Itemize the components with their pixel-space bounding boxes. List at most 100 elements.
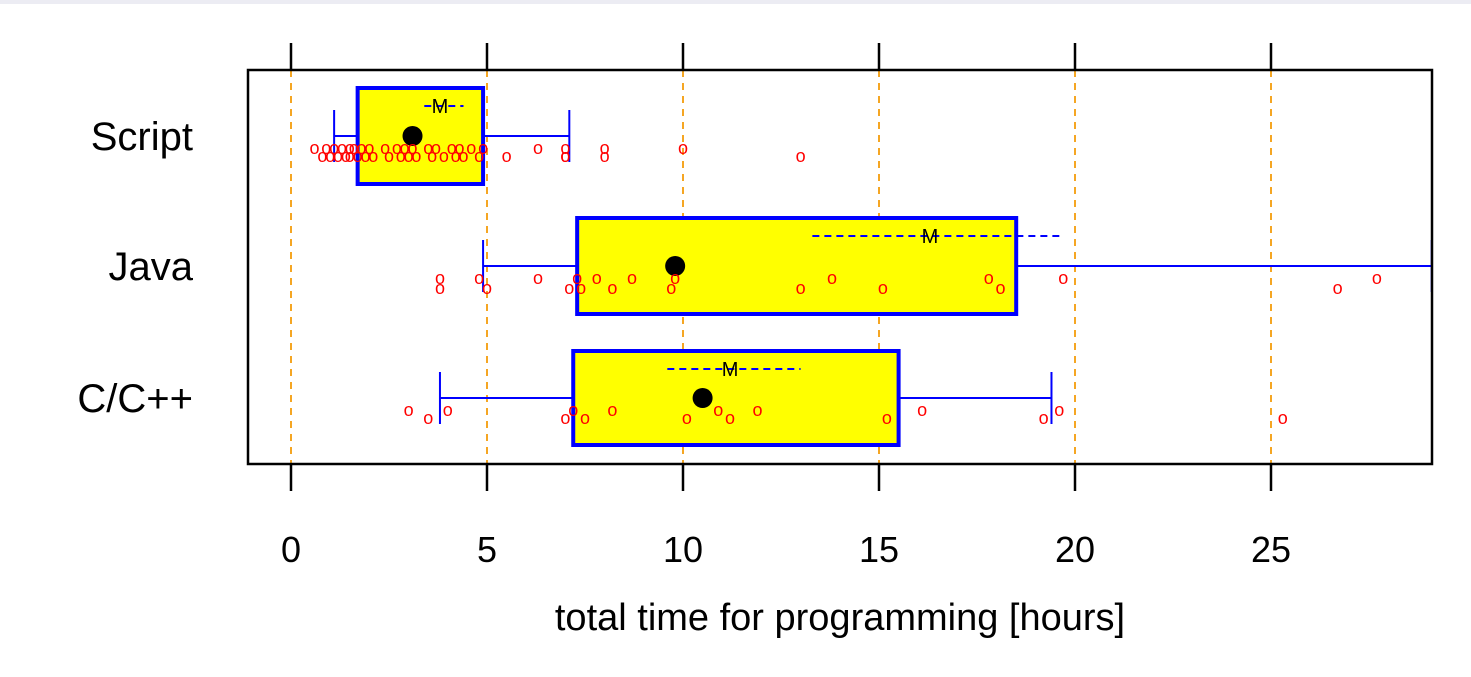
c-c-point: o bbox=[580, 408, 590, 428]
x-tick-label-20: 20 bbox=[1055, 529, 1095, 570]
c-c-point: o bbox=[1278, 408, 1288, 428]
java-point: o bbox=[670, 268, 680, 288]
java-point: o bbox=[592, 268, 602, 288]
script-point: o bbox=[384, 146, 394, 166]
script-point: o bbox=[325, 146, 335, 166]
script-point: o bbox=[341, 146, 351, 166]
c-c-point: o bbox=[560, 408, 570, 428]
java-point: o bbox=[572, 268, 582, 288]
script-point: o bbox=[396, 146, 406, 166]
c-c-point: o bbox=[882, 408, 892, 428]
java-point: o bbox=[1058, 268, 1068, 288]
c-c-point: o bbox=[917, 400, 927, 420]
java-point: o bbox=[827, 268, 837, 288]
script-point: o bbox=[411, 146, 421, 166]
category-label-script: Script bbox=[91, 115, 193, 159]
script-point: o bbox=[600, 138, 610, 158]
java-point: o bbox=[533, 268, 543, 288]
java-median-dot bbox=[665, 256, 686, 276]
x-axis-ticks: 0 5 10 15 20 25 bbox=[281, 43, 1291, 570]
c-c-box bbox=[571, 349, 901, 447]
plot-frame bbox=[246, 68, 1434, 466]
java-point: o bbox=[474, 268, 484, 288]
script-mean-marker: M bbox=[432, 96, 449, 118]
script-point: o bbox=[357, 138, 367, 158]
script-point: o bbox=[560, 138, 570, 158]
script-point: o bbox=[333, 146, 343, 166]
script-point: o bbox=[560, 146, 570, 166]
top-border-strip bbox=[0, 0, 1471, 4]
script-point: o bbox=[404, 146, 414, 166]
script-point: o bbox=[458, 146, 468, 166]
script-point: o bbox=[345, 146, 355, 166]
java-point: o bbox=[878, 278, 888, 298]
java-point: o bbox=[576, 278, 586, 298]
script-point: o bbox=[447, 138, 457, 158]
script-point: o bbox=[466, 138, 476, 158]
script-point: o bbox=[321, 138, 331, 158]
script-point: o bbox=[455, 138, 465, 158]
c-c-point: o bbox=[1054, 400, 1064, 420]
java-point: o bbox=[482, 278, 492, 298]
java-point: o bbox=[627, 268, 637, 288]
c-c-point: o bbox=[443, 400, 453, 420]
script-point: o bbox=[423, 138, 433, 158]
java-box bbox=[575, 216, 1019, 316]
c-c-point: o bbox=[607, 400, 617, 420]
script-point: o bbox=[431, 138, 441, 158]
script-point: o bbox=[392, 138, 402, 158]
script-point: o bbox=[360, 146, 370, 166]
x-tick-label-25: 25 bbox=[1251, 529, 1291, 570]
script-point: o bbox=[364, 138, 374, 158]
script-point: o bbox=[329, 138, 339, 158]
script-point: o bbox=[353, 146, 363, 166]
c-c-point: o bbox=[568, 400, 578, 420]
script-point: o bbox=[478, 138, 488, 158]
c-c-point: o bbox=[423, 408, 433, 428]
script-median-dot bbox=[402, 126, 423, 146]
script-point: o bbox=[796, 146, 806, 166]
java-point: o bbox=[435, 268, 445, 288]
x-tick-label-15: 15 bbox=[859, 529, 899, 570]
java-point: o bbox=[1333, 278, 1343, 298]
script-point: o bbox=[310, 138, 320, 158]
script-point: o bbox=[368, 146, 378, 166]
script-point: o bbox=[474, 146, 484, 166]
java-point: o bbox=[796, 278, 806, 298]
script-point: o bbox=[533, 138, 543, 158]
x-axis-title: total time for programming [hours] bbox=[555, 597, 1125, 639]
script-point: o bbox=[451, 146, 461, 166]
java-point: o bbox=[607, 278, 617, 298]
category-label-c-c: C/C++ bbox=[77, 377, 193, 421]
java-point: o bbox=[564, 278, 574, 298]
script-point: o bbox=[439, 146, 449, 166]
script-point: o bbox=[408, 138, 418, 158]
c-c-point: o bbox=[752, 400, 762, 420]
x-tick-label-10: 10 bbox=[663, 529, 703, 570]
c-c-mean-marker: M bbox=[722, 359, 739, 381]
script-point: o bbox=[337, 138, 347, 158]
java-point: o bbox=[435, 278, 445, 298]
script-point: o bbox=[400, 138, 410, 158]
box-layer: M M M bbox=[333, 86, 1433, 447]
x-tick-label-0: 0 bbox=[281, 529, 301, 570]
java-mean-marker: M bbox=[922, 226, 939, 248]
script-point: o bbox=[600, 146, 610, 166]
script-point: o bbox=[560, 146, 570, 166]
java-point: o bbox=[984, 268, 994, 288]
c-c-point: o bbox=[1039, 408, 1049, 428]
category-labels: Script Java C/C++ bbox=[77, 115, 193, 421]
c-c-point: o bbox=[713, 400, 723, 420]
java-point: o bbox=[1372, 268, 1382, 288]
c-c-point: o bbox=[404, 400, 414, 420]
java-point: o bbox=[996, 278, 1006, 298]
script-point: o bbox=[345, 138, 355, 158]
script-point: o bbox=[427, 146, 437, 166]
script-point: o bbox=[317, 146, 327, 166]
c-c-median-dot bbox=[692, 388, 713, 408]
x-tick-label-5: 5 bbox=[477, 529, 497, 570]
category-label-java: Java bbox=[109, 245, 194, 289]
c-c-point: o bbox=[725, 408, 735, 428]
